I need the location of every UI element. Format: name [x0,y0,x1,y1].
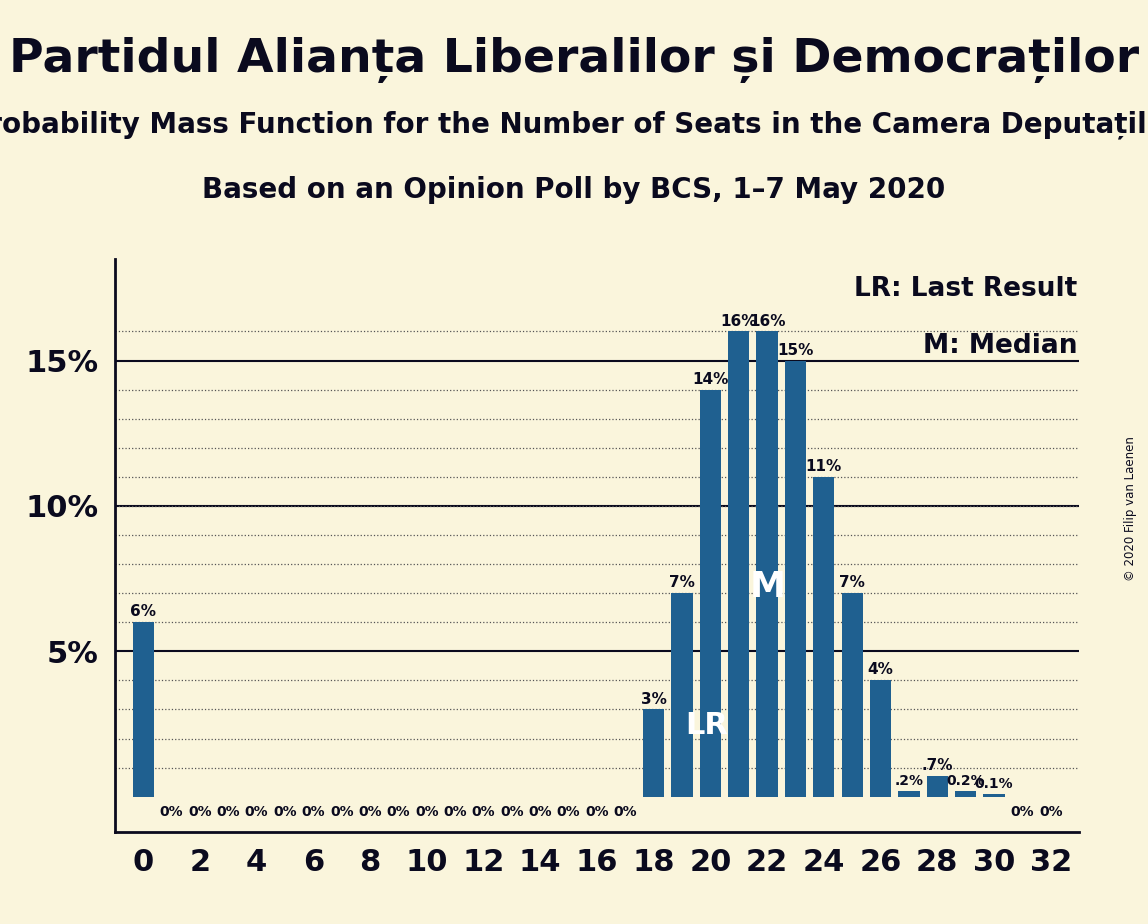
Text: 0%: 0% [613,806,637,820]
Text: 0.2%: 0.2% [946,774,985,788]
Bar [132,622,154,796]
Text: 0%: 0% [414,806,439,820]
Text: 0%: 0% [273,806,297,820]
Text: 14%: 14% [692,371,729,386]
Text: LR: Last Result: LR: Last Result [854,276,1077,302]
Bar [841,593,863,796]
Text: 0%: 0% [160,806,184,820]
Text: M: Median: M: Median [923,334,1077,359]
Text: 0%: 0% [217,806,240,820]
Text: 0%: 0% [302,806,325,820]
Text: 0%: 0% [1039,806,1063,820]
Bar [643,710,665,796]
Text: .7%: .7% [922,759,953,773]
Text: 16%: 16% [721,313,757,329]
Text: 11%: 11% [806,459,841,474]
Bar [700,390,721,796]
Bar [955,791,976,796]
Text: LR: LR [685,711,728,740]
Text: Probability Mass Function for the Number of Seats in the Camera Deputaților: Probability Mass Function for the Number… [0,111,1148,140]
Bar [926,776,948,796]
Bar [728,332,750,796]
Text: 7%: 7% [669,576,695,590]
Text: 0%: 0% [245,806,269,820]
Bar [870,680,891,796]
Text: Based on an Opinion Poll by BCS, 1–7 May 2020: Based on an Opinion Poll by BCS, 1–7 May… [202,176,946,203]
Text: Partidul Alianța Liberalilor și Democraților: Partidul Alianța Liberalilor și Democraț… [9,37,1139,83]
Text: M: M [750,570,785,604]
Text: 0%: 0% [188,806,211,820]
Bar [898,791,920,796]
Text: © 2020 Filip van Laenen: © 2020 Filip van Laenen [1124,436,1138,580]
Text: 0%: 0% [1010,806,1034,820]
Text: 0%: 0% [528,806,552,820]
Text: 16%: 16% [748,313,785,329]
Bar [757,332,778,796]
Text: 7%: 7% [839,576,866,590]
Bar [813,477,835,796]
Text: 0%: 0% [329,806,354,820]
Text: 0.1%: 0.1% [975,777,1014,791]
Text: 0%: 0% [358,806,382,820]
Text: 0%: 0% [387,806,410,820]
Text: 0%: 0% [501,806,523,820]
Text: 0%: 0% [472,806,495,820]
Text: 0%: 0% [443,806,467,820]
Text: 0%: 0% [557,806,581,820]
Bar [785,360,806,796]
Text: .2%: .2% [894,774,923,788]
Text: 6%: 6% [130,604,156,619]
Bar [672,593,692,796]
Bar [984,794,1004,796]
Text: 3%: 3% [641,691,667,707]
Text: 4%: 4% [868,663,893,677]
Text: 15%: 15% [777,343,814,358]
Text: 0%: 0% [585,806,608,820]
